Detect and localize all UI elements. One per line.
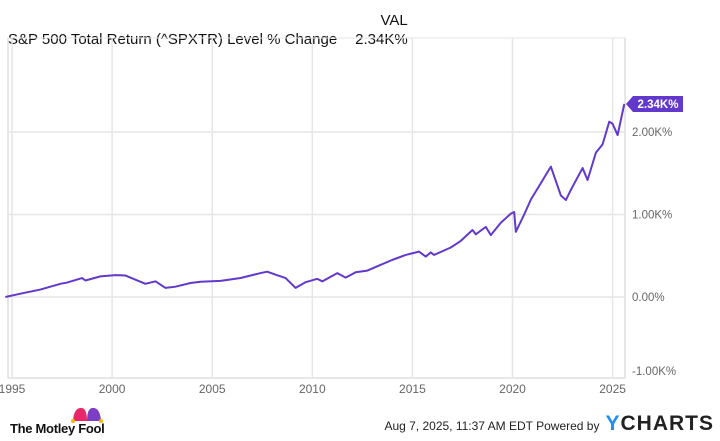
series-legend-value: 2.34K% [355, 31, 408, 48]
series-legend-label: S&P 500 Total Return (^SPXTR) Level % Ch… [8, 31, 338, 48]
line-chart: -1.00K% 0.00% 1.00K% 2.00K% 1995 2000 2005 2010… [0, 37, 683, 396]
y-tick-label: 1.00K% [632, 210, 672, 222]
x-tick-label: 2025 [599, 382, 626, 396]
footer-right: Aug 7, 2025, 11:37 AM EDT Powered by YCH… [384, 412, 714, 436]
footer-timestamp: Aug 7, 2025, 11:37 AM EDT Powered by [384, 419, 599, 433]
legend-header: VAL S&P 500 Total Return (^SPXTR) Level … [8, 12, 408, 48]
x-tick-label: 1995 [0, 382, 26, 396]
x-tick-label: 2010 [299, 382, 326, 396]
last-value-label: 2.34K% [638, 99, 679, 111]
motley-fool-jester-icon [71, 407, 103, 423]
x-tick-label: 2020 [499, 382, 526, 396]
y-tick-label: 0.00% [632, 292, 665, 304]
powered-by-text: Powered by [536, 419, 600, 433]
x-tick-label: 2005 [199, 382, 226, 396]
x-tick-label: 2015 [399, 382, 426, 396]
value-column-header: VAL [380, 12, 408, 29]
y-tick-label: -1.00K% [632, 366, 676, 378]
series-line [5, 103, 626, 298]
last-value-badge [626, 95, 683, 112]
ycharts-logo-y: Y [605, 412, 621, 435]
motley-fool-logo: The Motley Fool [10, 421, 105, 436]
ycharts-logo[interactable]: YCHARTS [605, 412, 714, 436]
x-tick-label: 2000 [99, 382, 126, 396]
y-tick-label: 2.00K% [632, 127, 672, 139]
ycharts-logo-text: CHARTS [620, 412, 714, 435]
timestamp-text: Aug 7, 2025, 11:37 AM EDT [384, 419, 533, 433]
